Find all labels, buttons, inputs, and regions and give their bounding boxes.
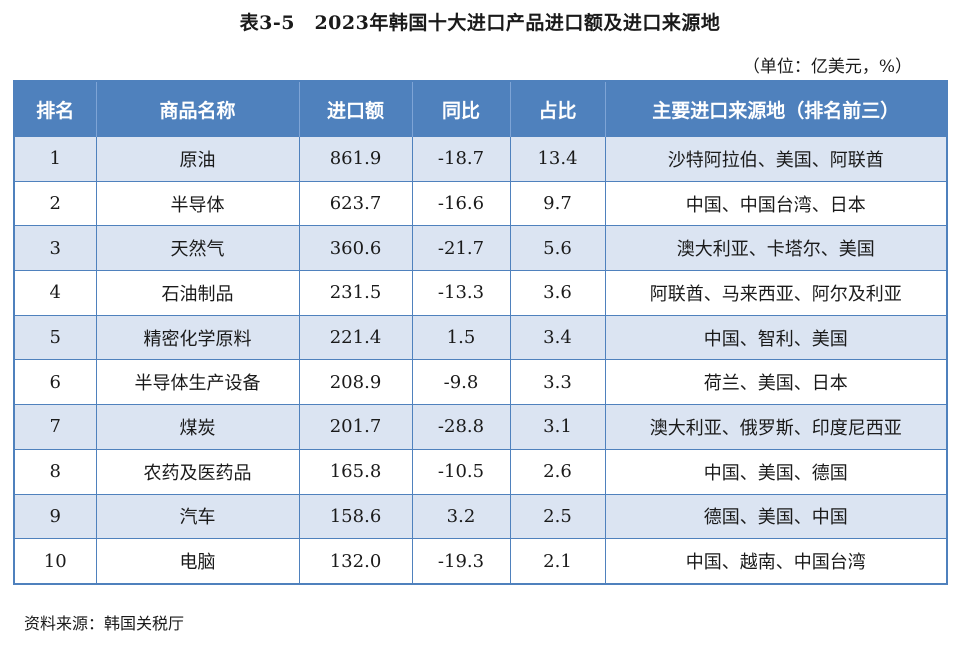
rank-cell: 5: [13, 314, 97, 361]
table-row: 6 半导体生产设备 208.9 -9.8 3.3 荷兰、美国、日本: [13, 359, 948, 406]
header-share: 占比: [509, 81, 606, 137]
table-row: 3 天然气 360.6 -21.7 5.6 澳大利亚、卡塔尔、美国: [13, 225, 948, 272]
header-main-sources: 主要进口来源地（排名前三）: [604, 81, 948, 137]
yoy-cell: -16.6: [411, 180, 511, 227]
sources-cell: 中国、越南、中国台湾: [604, 538, 948, 585]
yoy-cell: 3.2: [411, 493, 511, 540]
import-amount-cell: 165.8: [298, 448, 413, 495]
rank-cell: 7: [13, 404, 97, 450]
share-cell: 3.4: [509, 314, 606, 361]
sources-cell: 中国、智利、美国: [604, 314, 948, 361]
table-row: 5 精密化学原料 221.4 1.5 3.4 中国、智利、美国: [13, 314, 948, 361]
product-name-cell: 石油制品: [95, 270, 300, 316]
table-row: 4 石油制品 231.5 -13.3 3.6 阿联酋、马来西亚、阿尔及利亚: [13, 270, 948, 316]
sources-cell: 阿联酋、马来西亚、阿尔及利亚: [604, 270, 948, 316]
yoy-cell: -13.3: [411, 270, 511, 316]
product-name-cell: 半导体: [95, 180, 300, 227]
sources-cell: 中国、中国台湾、日本: [604, 180, 948, 227]
product-name-cell: 原油: [95, 136, 300, 182]
table-title: 表3-5 2023年韩国十大进口产品进口额及进口来源地: [239, 12, 721, 34]
import-amount-cell: 158.6: [298, 493, 413, 540]
yoy-cell: -28.8: [411, 404, 511, 450]
import-table: 排名 商品名称 进口额 同比 占比 主要进口来源地（排名前三） 1 原油 861.9…: [13, 80, 948, 585]
sources-cell: 中国、美国、德国: [604, 448, 948, 495]
product-name-cell: 半导体生产设备: [95, 359, 300, 406]
import-amount-cell: 231.5: [298, 270, 413, 316]
source-note: 资料来源：韩国关税厅: [24, 614, 185, 633]
rank-cell: 6: [13, 359, 97, 406]
table-row: 2 半导体 623.7 -16.6 9.7 中国、中国台湾、日本: [13, 180, 948, 227]
share-cell: 13.4: [509, 136, 606, 182]
share-cell: 2.5: [509, 493, 606, 540]
product-name-cell: 精密化学原料: [95, 314, 300, 361]
table-row: 10 电脑 132.0 -19.3 2.1 中国、越南、中国台湾: [13, 538, 948, 585]
table-header-row: 排名 商品名称 进口额 同比 占比 主要进口来源地（排名前三）: [13, 81, 948, 137]
sources-cell: 德国、美国、中国: [604, 493, 948, 540]
header-rank: 排名: [13, 81, 97, 137]
share-cell: 5.6: [509, 225, 606, 272]
import-amount-cell: 623.7: [298, 180, 413, 227]
share-cell: 3.3: [509, 359, 606, 406]
rank-cell: 8: [13, 448, 97, 495]
table-body: 1 原油 861.9 -18.7 13.4 沙特阿拉伯、美国、阿联酋 2 半导体 623.7 -1…: [13, 136, 948, 585]
table-row: 7 煤炭 201.7 -28.8 3.1 澳大利亚、俄罗斯、印度尼西亚: [13, 404, 948, 450]
import-amount-cell: 360.6: [298, 225, 413, 272]
rank-cell: 10: [13, 538, 97, 585]
sources-cell: 澳大利亚、俄罗斯、印度尼西亚: [604, 404, 948, 450]
product-name-cell: 农药及医药品: [95, 448, 300, 495]
share-cell: 9.7: [509, 180, 606, 227]
table-row: 9 汽车 158.6 3.2 2.5 德国、美国、中国: [13, 493, 948, 540]
import-amount-cell: 201.7: [298, 404, 413, 450]
sources-cell: 沙特阿拉伯、美国、阿联酋: [604, 136, 948, 182]
yoy-cell: -21.7: [411, 225, 511, 272]
product-name-cell: 电脑: [95, 538, 300, 585]
rank-cell: 9: [13, 493, 97, 540]
share-cell: 3.6: [509, 270, 606, 316]
header-product-name: 商品名称: [95, 81, 300, 137]
import-amount-cell: 132.0: [298, 538, 413, 585]
yoy-cell: -9.8: [411, 359, 511, 406]
rank-cell: 1: [13, 136, 97, 182]
share-cell: 3.1: [509, 404, 606, 450]
share-cell: 2.1: [509, 538, 606, 585]
share-cell: 2.6: [509, 448, 606, 495]
table-row: 8 农药及医药品 165.8 -10.5 2.6 中国、美国、德国: [13, 448, 948, 495]
import-amount-cell: 208.9: [298, 359, 413, 406]
yoy-cell: -10.5: [411, 448, 511, 495]
sources-cell: 荷兰、美国、日本: [604, 359, 948, 406]
rank-cell: 2: [13, 180, 97, 227]
table-row: 1 原油 861.9 -18.7 13.4 沙特阿拉伯、美国、阿联酋: [13, 136, 948, 182]
product-name-cell: 汽车: [95, 493, 300, 540]
header-import-amount: 进口额: [298, 81, 413, 137]
unit-note: （单位：亿美元，%）: [742, 57, 912, 77]
rank-cell: 3: [13, 225, 97, 272]
rank-cell: 4: [13, 270, 97, 316]
yoy-cell: -19.3: [411, 538, 511, 585]
yoy-cell: 1.5: [411, 314, 511, 361]
product-name-cell: 煤炭: [95, 404, 300, 450]
product-name-cell: 天然气: [95, 225, 300, 272]
yoy-cell: -18.7: [411, 136, 511, 182]
import-amount-cell: 861.9: [298, 136, 413, 182]
sources-cell: 澳大利亚、卡塔尔、美国: [604, 225, 948, 272]
import-amount-cell: 221.4: [298, 314, 413, 361]
header-yoy: 同比: [411, 81, 511, 137]
